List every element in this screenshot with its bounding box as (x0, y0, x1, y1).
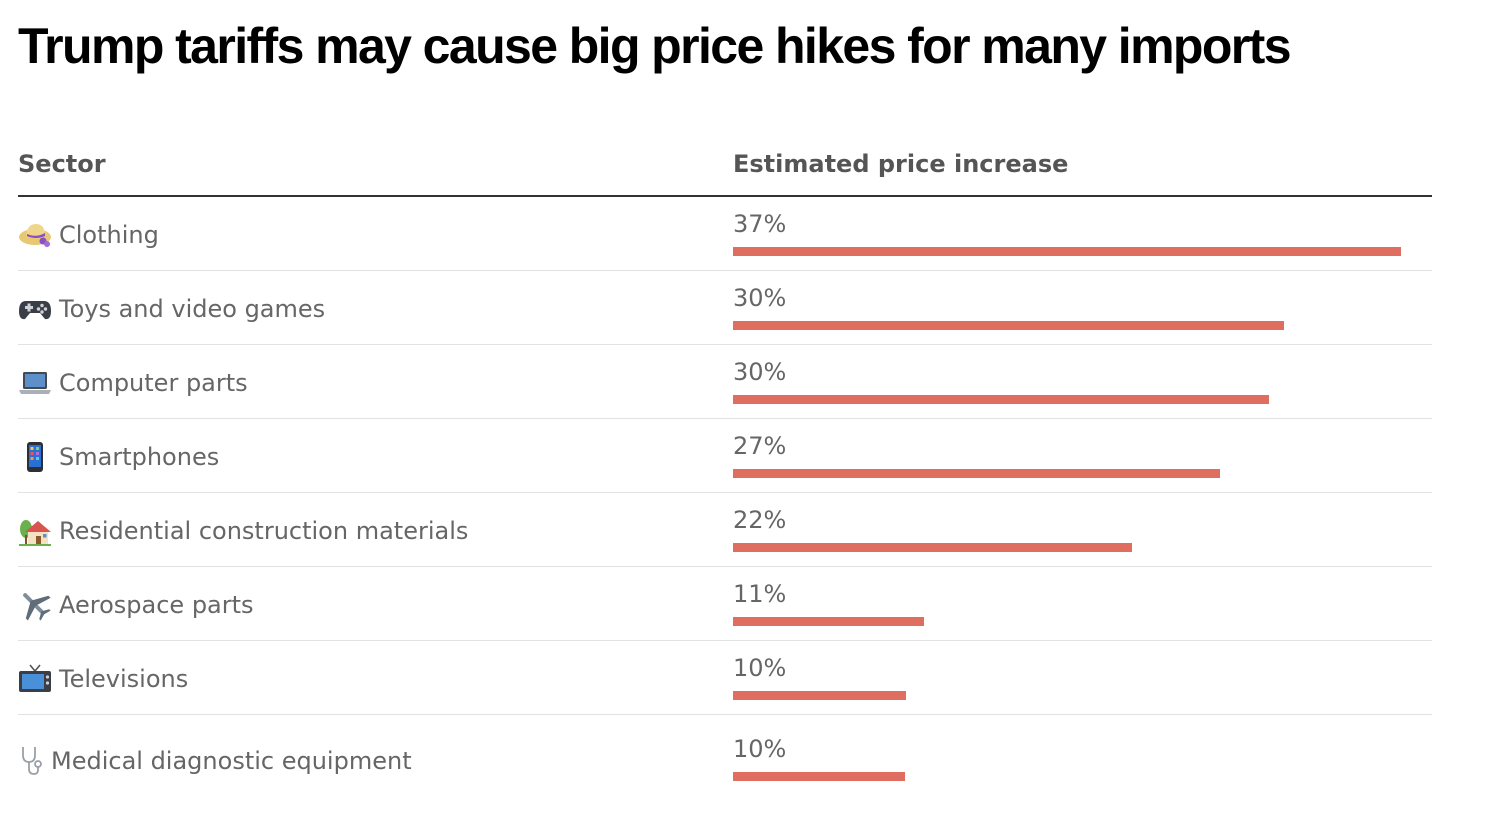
column-header-sector: Sector (18, 150, 106, 178)
airplane-icon (18, 589, 52, 621)
house-icon (18, 515, 52, 547)
bar (733, 395, 1270, 404)
table-row: Clothing 37% (18, 197, 1432, 271)
data-label: 27% (733, 432, 787, 460)
bar (733, 321, 1284, 330)
data-label: 37% (733, 210, 787, 238)
stethoscope-icon (18, 745, 44, 777)
bar (733, 247, 1401, 256)
data-label: 30% (733, 284, 787, 312)
sector-label: Smartphones (59, 443, 220, 471)
column-header-price-increase: Estimated price increase (733, 150, 1069, 178)
sector-label: Televisions (59, 665, 189, 693)
bar (733, 469, 1221, 478)
bar (733, 772, 905, 781)
table-row: Televisions 10% (18, 641, 1432, 715)
data-label: 10% (733, 735, 787, 763)
sector-label: Clothing (59, 221, 159, 249)
bar (733, 691, 907, 700)
bar (733, 543, 1132, 552)
table-row: Computer parts 30% (18, 345, 1432, 419)
table-row: Residential construction materials 22% (18, 493, 1432, 567)
bar (733, 617, 925, 626)
header-divider (18, 195, 1432, 197)
table-row: Aerospace parts 11% (18, 567, 1432, 641)
table-row: Medical diagnostic equipment 10% (18, 715, 1432, 800)
sector-label: Residential construction materials (59, 517, 469, 545)
game-controller-icon (18, 293, 52, 325)
sector-label: Computer parts (59, 369, 248, 397)
sector-label: Medical diagnostic equipment (51, 747, 412, 775)
data-label: 30% (733, 358, 787, 386)
data-label: 22% (733, 506, 787, 534)
table-row: Toys and video games 30% (18, 271, 1432, 345)
smartphone-icon (18, 441, 52, 473)
data-label: 10% (733, 654, 787, 682)
television-icon (18, 663, 52, 695)
table-row: Smartphones 27% (18, 419, 1432, 493)
laptop-icon (18, 367, 52, 399)
chart-title: Trump tariffs may cause big price hikes … (18, 18, 1292, 74)
hat-icon (18, 219, 52, 251)
data-label: 11% (733, 580, 787, 608)
table-body: Clothing 37% Toys and video games 30% (18, 197, 1432, 800)
sector-label: Aerospace parts (59, 591, 254, 619)
sector-label: Toys and video games (59, 295, 326, 323)
